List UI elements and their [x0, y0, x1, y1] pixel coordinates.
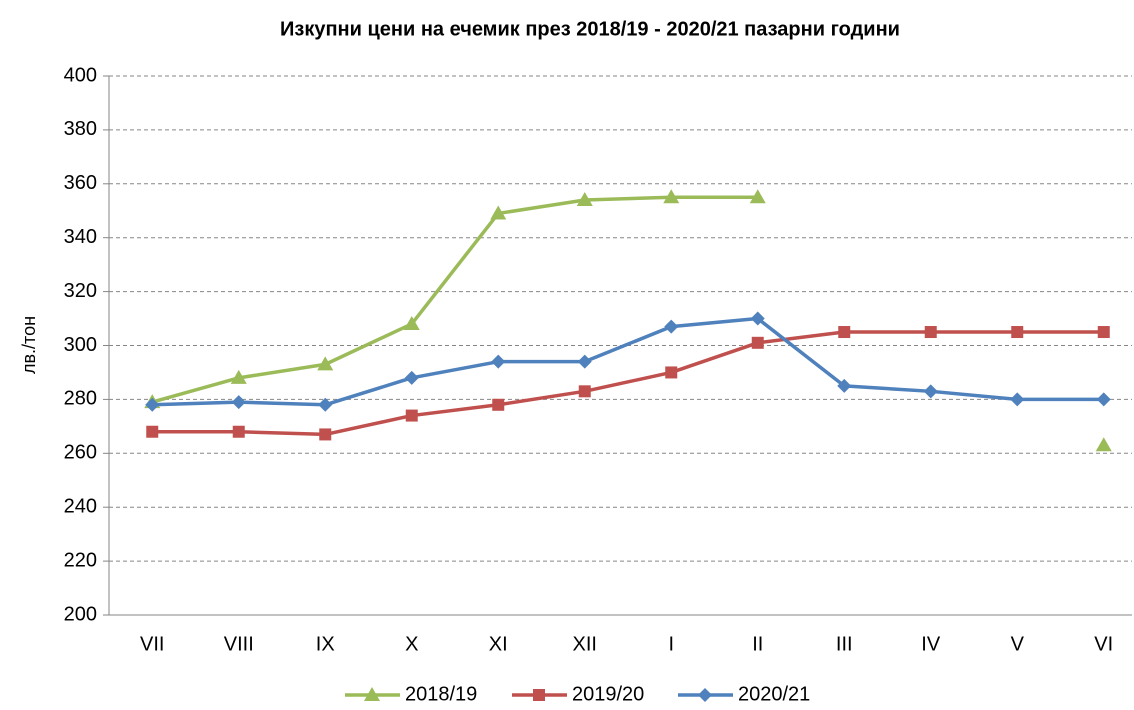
x-tick-label: IX [316, 633, 335, 655]
marker [490, 205, 507, 220]
marker [403, 315, 420, 330]
marker [492, 398, 505, 411]
marker [405, 409, 418, 422]
x-tick-label: III [836, 633, 853, 655]
x-tick-label: X [405, 633, 418, 655]
chart-title: Изкупни цени на ечемик през 2018/19 - 20… [280, 18, 900, 40]
marker [1011, 326, 1024, 339]
y-axis-label: лв./тон [19, 316, 39, 374]
y-tick-label: 300 [64, 334, 97, 356]
x-tick-label: VI [1094, 633, 1113, 655]
y-tick-label: 340 [64, 226, 97, 248]
y-tick-label: 220 [64, 549, 97, 571]
y-tick-label: 320 [64, 280, 97, 302]
x-tick-label: VIII [224, 633, 254, 655]
marker [146, 425, 159, 438]
marker [749, 189, 766, 204]
series-line [152, 316, 1104, 407]
marker [838, 326, 851, 339]
marker [663, 189, 680, 204]
y-tick-label: 360 [64, 172, 97, 194]
y-tick-label: 240 [64, 495, 97, 517]
marker [664, 319, 679, 334]
y-tick-label: 280 [64, 388, 97, 410]
marker [923, 384, 938, 399]
x-tick-label: VII [140, 633, 164, 655]
x-tick-label: I [668, 633, 674, 655]
marker [319, 428, 332, 441]
marker [1095, 437, 1112, 452]
legend-label: 2019/20 [572, 683, 644, 705]
series-line [152, 330, 1104, 437]
marker [317, 356, 334, 371]
marker [751, 336, 764, 349]
marker [1096, 392, 1111, 407]
y-tick-label: 200 [64, 603, 97, 625]
x-tick-label: V [1011, 633, 1025, 655]
y-tick-label: 380 [64, 118, 97, 140]
y-tick-label: 400 [64, 64, 97, 86]
marker [576, 191, 593, 206]
marker [230, 369, 247, 384]
legend-marker [364, 687, 380, 701]
legend-label: 2018/19 [405, 683, 477, 705]
marker [750, 311, 765, 326]
marker [1010, 392, 1025, 407]
x-tick-label: IV [921, 633, 941, 655]
marker [491, 354, 506, 369]
marker [1097, 326, 1110, 339]
legend-marker [698, 688, 712, 702]
x-tick-label: XI [489, 633, 508, 655]
marker [318, 397, 333, 412]
y-tick-label: 260 [64, 442, 97, 464]
marker [665, 366, 678, 379]
marker [577, 354, 592, 369]
marker [578, 385, 591, 398]
marker [232, 425, 245, 438]
marker [145, 397, 160, 412]
marker [231, 395, 246, 410]
x-tick-label: XII [573, 633, 597, 655]
marker [404, 370, 419, 385]
x-tick-label: II [752, 633, 763, 655]
marker [924, 326, 937, 339]
marker [837, 378, 852, 393]
series-line [152, 197, 1104, 445]
legend-label: 2020/21 [738, 683, 810, 705]
legend-marker [533, 689, 545, 701]
